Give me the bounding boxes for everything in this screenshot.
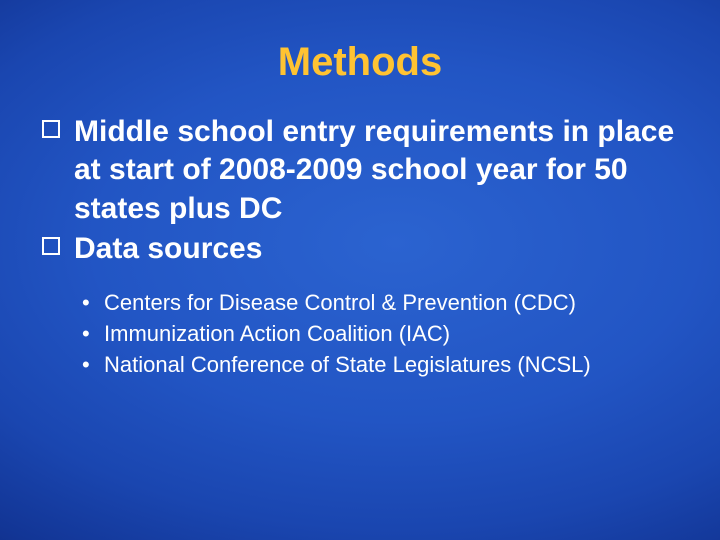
sub-bullet-item: Immunization Action Coalition (IAC) bbox=[82, 318, 690, 349]
sub-bullet-text: National Conference of State Legislature… bbox=[104, 352, 591, 377]
sub-bullet-item: Centers for Disease Control & Prevention… bbox=[82, 287, 690, 318]
bullet-list: Middle school entry requirements in plac… bbox=[40, 113, 690, 269]
bullet-item: Data sources bbox=[40, 230, 690, 268]
sub-bullet-list: Centers for Disease Control & Prevention… bbox=[82, 287, 690, 381]
bullet-text: Data sources bbox=[74, 232, 262, 265]
square-bullet-icon bbox=[42, 120, 60, 138]
bullet-item: Middle school entry requirements in plac… bbox=[40, 113, 690, 228]
slide-title: Methods bbox=[30, 40, 690, 85]
slide: Methods Middle school entry requirements… bbox=[0, 0, 720, 540]
bullet-text: Middle school entry requirements in plac… bbox=[74, 115, 674, 225]
sub-bullet-text: Immunization Action Coalition (IAC) bbox=[104, 321, 450, 346]
sub-bullet-item: National Conference of State Legislature… bbox=[82, 349, 690, 380]
sub-bullet-text: Centers for Disease Control & Prevention… bbox=[104, 290, 576, 315]
square-bullet-icon bbox=[42, 237, 60, 255]
